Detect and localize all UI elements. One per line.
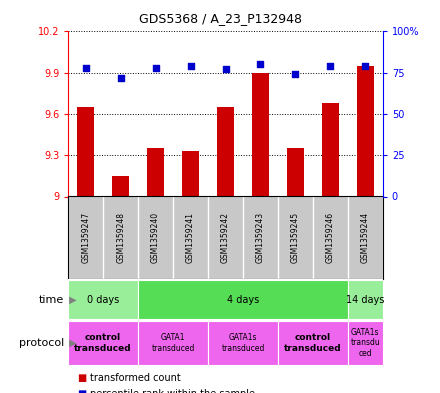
Bar [208, 321, 278, 365]
Text: 0 days: 0 days [87, 295, 119, 305]
Text: GATA1s
transduced: GATA1s transduced [221, 333, 265, 353]
Bar [356, 66, 374, 196]
Point [82, 64, 89, 71]
Bar [138, 321, 208, 365]
Text: percentile rank within the sample: percentile rank within the sample [90, 389, 255, 393]
Point [222, 66, 229, 73]
Text: GSM1359244: GSM1359244 [361, 212, 370, 263]
Bar [348, 321, 383, 365]
Text: 14 days: 14 days [346, 295, 385, 305]
Point [292, 71, 299, 77]
Bar [182, 151, 199, 196]
Text: GSM1359248: GSM1359248 [116, 212, 125, 263]
Text: GSM1359246: GSM1359246 [326, 212, 335, 263]
Text: ▶: ▶ [66, 338, 77, 348]
Bar [68, 321, 138, 365]
Bar [322, 103, 339, 196]
Text: control
transduced: control transduced [284, 333, 342, 353]
Text: ■: ■ [77, 389, 86, 393]
Text: control
transduced: control transduced [74, 333, 132, 353]
Bar [348, 280, 383, 320]
Bar [217, 107, 234, 196]
Text: protocol: protocol [18, 338, 64, 348]
Text: GSM1359240: GSM1359240 [151, 212, 160, 263]
Point [187, 63, 194, 69]
Text: 4 days: 4 days [227, 295, 259, 305]
Text: GDS5368 / A_23_P132948: GDS5368 / A_23_P132948 [139, 12, 301, 25]
Text: time: time [39, 295, 64, 305]
Bar [138, 280, 348, 320]
Point [327, 63, 334, 69]
Text: GSM1359241: GSM1359241 [186, 212, 195, 263]
Text: GSM1359243: GSM1359243 [256, 212, 265, 263]
Bar [287, 148, 304, 196]
Bar [252, 73, 269, 196]
Text: GATA1
transduced: GATA1 transduced [151, 333, 195, 353]
Point [257, 61, 264, 68]
Text: GATA1s
transdu
ced: GATA1s transdu ced [350, 328, 380, 358]
Text: ■: ■ [77, 373, 86, 383]
Text: transformed count: transformed count [90, 373, 181, 383]
Point [117, 75, 124, 81]
Bar [278, 321, 348, 365]
Bar [68, 280, 138, 320]
Bar [147, 148, 164, 196]
Bar [77, 107, 95, 196]
Bar [112, 176, 129, 196]
Point [362, 63, 369, 69]
Text: ▶: ▶ [66, 295, 77, 305]
Text: GSM1359247: GSM1359247 [81, 212, 90, 263]
Text: GSM1359245: GSM1359245 [291, 212, 300, 263]
Point [152, 64, 159, 71]
Text: GSM1359242: GSM1359242 [221, 212, 230, 263]
